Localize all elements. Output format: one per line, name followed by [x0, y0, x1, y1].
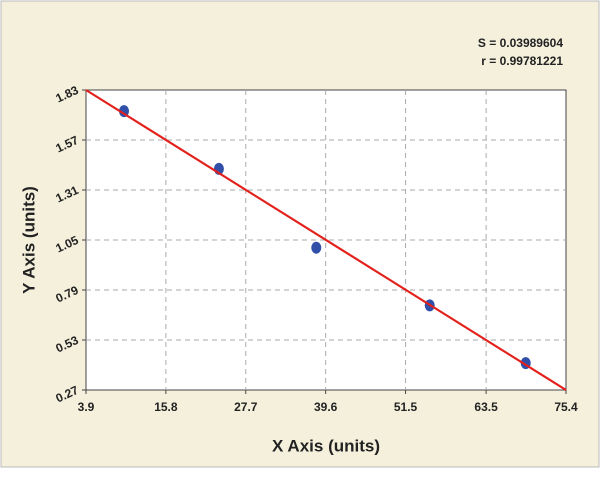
annotation: S = 0.03989604 — [478, 36, 563, 50]
y-axis-title: Y Axis (units) — [19, 186, 38, 294]
x-tick-label: 3.9 — [78, 400, 95, 414]
fit-line — [85, 89, 567, 391]
x-tick-label: 27.7 — [234, 400, 258, 414]
data-point — [311, 241, 322, 254]
annotation: r = 0.99781221 — [481, 54, 563, 68]
x-tick-label: 63.5 — [474, 400, 498, 414]
x-tick-label: 75.4 — [554, 400, 578, 414]
x-axis-title: X Axis (units) — [272, 436, 380, 455]
x-tick-label: 15.8 — [154, 400, 178, 414]
x-tick-label: 39.6 — [314, 400, 338, 414]
x-tick-label: 51.5 — [394, 400, 418, 414]
